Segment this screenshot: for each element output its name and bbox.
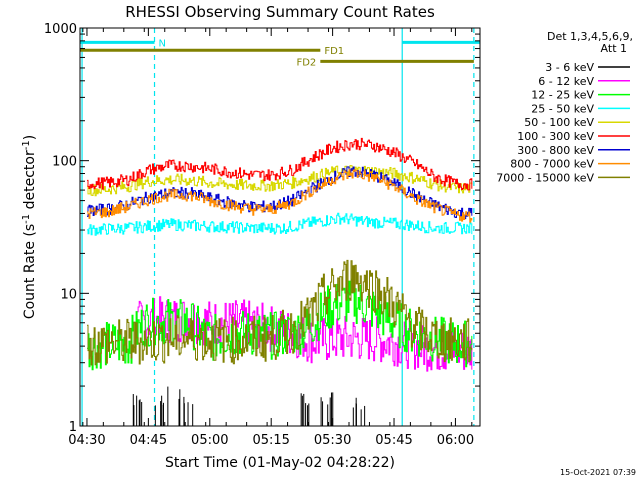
series-50-100-kev: [87, 165, 473, 197]
x-tick-label: 05:30: [314, 433, 351, 448]
x-axis-label: Start Time (01-May-02 04:28:22): [165, 455, 395, 471]
legend-label-8: 800 - 7000 keV: [510, 158, 594, 171]
series-800-7000-kev: [87, 169, 473, 223]
legend-label-2: 6 - 12 keV: [538, 75, 594, 88]
legend-label-9: 7000 - 15000 keV: [496, 171, 594, 184]
series-7000-15000-kev: [87, 259, 473, 366]
y-tick-label: 100: [52, 155, 77, 170]
plot-frame: [79, 27, 481, 427]
x-tick-label: 06:00: [437, 433, 474, 448]
y-axis-label-sup2: -1: [21, 140, 32, 150]
legend-label-6: 100 - 300 keV: [517, 130, 594, 143]
footer-timestamp: 15-Oct-2021 07:39: [560, 468, 636, 477]
y-axis-label-end: ): [22, 135, 38, 140]
legend-label-1: 3 - 6 keV: [545, 61, 594, 74]
series-100-300-kev: [87, 137, 473, 191]
legend-header-attenuator: Att 1: [601, 42, 627, 55]
chart-title: RHESSI Observing Summary Count Rates: [125, 3, 435, 21]
y-axis-label-main: Count Rate (s: [22, 224, 38, 319]
series-25-50-kev: [87, 212, 473, 236]
y-tick-label: 10: [60, 287, 77, 302]
flag-label-fd1: FD1: [324, 46, 344, 57]
legend-label-4: 25 - 50 keV: [531, 102, 594, 115]
flag-label-n: N: [159, 38, 166, 49]
data-series: [87, 137, 473, 426]
x-tick-label: 05:00: [191, 433, 228, 448]
legend-label-7: 300 - 800 keV: [517, 144, 594, 157]
y-axis-label-sup1: -1: [21, 214, 32, 224]
y-tick-label: 1000: [44, 22, 77, 37]
x-tick-label: 04:30: [68, 433, 105, 448]
y-axis-label-mid: detector: [22, 150, 38, 214]
y-axis: 1 10 100 1000: [44, 22, 480, 435]
x-tick-label: 05:45: [375, 433, 412, 448]
flag-label-fd2: FD2: [296, 57, 316, 68]
legend-label-3: 12 - 25 keV: [531, 89, 594, 102]
x-tick-label: 05:15: [252, 433, 289, 448]
flag-bars: N FD1 FD2: [80, 38, 480, 68]
x-axis: 04:30 04:45 05:00 05:15 05:30 05:45 06:00: [68, 28, 474, 448]
legend-header-detectors: Det 1,3,4,5,6,9,: [547, 30, 633, 43]
series-3-6-kev: [132, 386, 366, 426]
legend-label-5: 50 - 100 keV: [524, 116, 594, 129]
y-tick-label: 1: [69, 420, 77, 435]
x-tick-label: 04:45: [130, 433, 167, 448]
y-axis-label: Count Rate (s-1 detector-1): [21, 135, 39, 319]
